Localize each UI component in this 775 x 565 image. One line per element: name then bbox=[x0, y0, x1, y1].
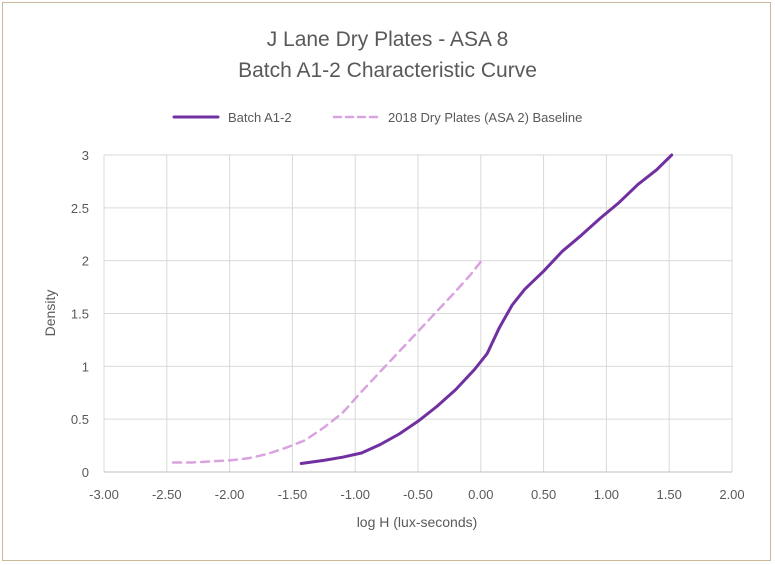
y-tick-label: 1.5 bbox=[71, 307, 89, 322]
x-tick-label: 1.00 bbox=[594, 487, 619, 502]
x-tick-label: 2.00 bbox=[719, 487, 744, 502]
x-tick-label: 0.00 bbox=[468, 487, 493, 502]
y-tick-label: 0 bbox=[82, 465, 89, 480]
gridlines bbox=[103, 154, 733, 473]
x-tick-label: -0.50 bbox=[403, 487, 433, 502]
legend-item-baseline: 2018 Dry Plates (ASA 2) Baseline bbox=[332, 107, 582, 127]
x-tick-label: -2.00 bbox=[215, 487, 245, 502]
y-tick-label: 1 bbox=[82, 359, 89, 374]
x-tick-labels: -3.00 -2.50 -2.00 -1.50 -1.00 -0.50 0.00 0.50 1.… bbox=[89, 487, 744, 502]
x-tick-label: -2.50 bbox=[152, 487, 182, 502]
chart-title: J Lane Dry Plates - ASA 8 bbox=[266, 28, 509, 51]
y-tick-label: 3 bbox=[82, 148, 89, 163]
x-tick-label: -1.00 bbox=[340, 487, 370, 502]
x-tick-label: -3.00 bbox=[89, 487, 119, 502]
x-tick-label: -1.50 bbox=[278, 487, 308, 502]
x-axis-title: log H (lux-seconds) bbox=[357, 514, 478, 530]
y-tick-label: 0.5 bbox=[71, 412, 89, 427]
series-line-batch bbox=[299, 153, 674, 465]
y-tick-label: 2 bbox=[82, 254, 89, 269]
legend-swatch-batch bbox=[172, 115, 220, 119]
x-tick-label: 1.50 bbox=[657, 487, 682, 502]
chart-legend: Batch A1-2 2018 Dry Plates (ASA 2) Basel… bbox=[0, 107, 775, 127]
series-line-baseline bbox=[171, 260, 483, 464]
legend-item-batch: Batch A1-2 bbox=[172, 107, 292, 127]
y-tick-labels: 0 0.5 1 1.5 2 2.5 3 bbox=[71, 148, 89, 480]
legend-swatch-baseline bbox=[332, 115, 380, 119]
legend-label-batch: Batch A1-2 bbox=[228, 109, 292, 125]
chart-subtitle: Batch A1-2 Characteristic Curve bbox=[238, 59, 537, 82]
y-tick-label: 2.5 bbox=[71, 201, 89, 216]
x-tick-label: 0.50 bbox=[531, 487, 556, 502]
y-axis-title: Density bbox=[42, 290, 58, 337]
legend-label-baseline: 2018 Dry Plates (ASA 2) Baseline bbox=[388, 109, 583, 125]
series-lines bbox=[171, 153, 674, 465]
